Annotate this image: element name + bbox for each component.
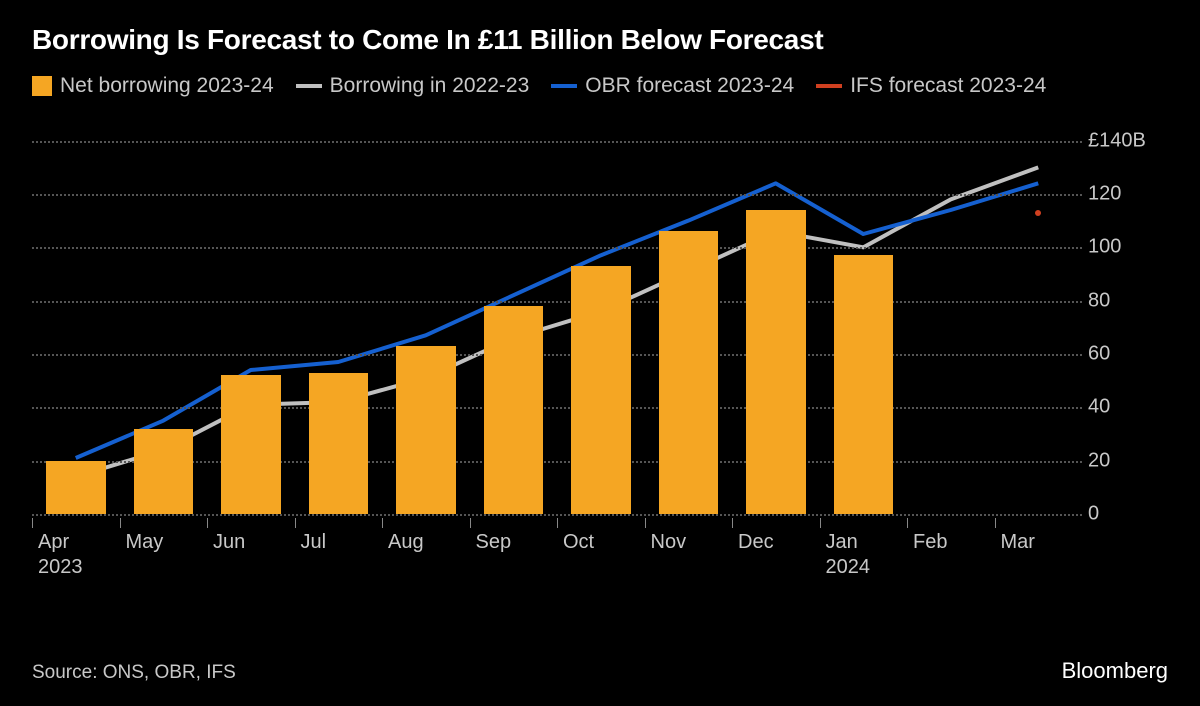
x-tick-mark xyxy=(120,518,121,528)
gridline xyxy=(32,407,1082,409)
gridline xyxy=(32,301,1082,303)
x-tick-label: Jun xyxy=(213,530,245,555)
legend-item: OBR forecast 2023-24 xyxy=(551,74,794,98)
x-tick-label: Dec xyxy=(738,530,774,555)
x-tick-label: Sep xyxy=(476,530,512,555)
x-tick xyxy=(995,518,996,532)
bar xyxy=(396,346,456,514)
x-axis: Apr 2023 May Jun Jul Aug Sep Oct Nov Dec Jan 2024… xyxy=(32,518,1082,578)
x-tick xyxy=(907,518,908,532)
x-tick xyxy=(32,518,33,532)
gridline xyxy=(32,141,1082,143)
legend-label: Borrowing in 2022-23 xyxy=(330,74,530,98)
y-tick-label: 0 xyxy=(1088,503,1099,526)
bar xyxy=(746,210,806,514)
x-tick-mark xyxy=(995,518,996,528)
x-tick xyxy=(820,518,821,532)
y-tick-label: 100 xyxy=(1088,236,1121,259)
y-tick-label: 60 xyxy=(1088,343,1110,366)
plot xyxy=(32,114,1082,514)
legend-swatch-line xyxy=(551,84,577,88)
bar xyxy=(834,255,894,514)
gridline xyxy=(32,354,1082,356)
x-tick-mark xyxy=(557,518,558,528)
x-tick xyxy=(207,518,208,532)
chart-container: Borrowing Is Forecast to Come In £11 Bil… xyxy=(0,0,1200,706)
x-tick xyxy=(470,518,471,532)
bar xyxy=(221,375,281,514)
x-tick xyxy=(732,518,733,532)
legend-item: Net borrowing 2023-24 xyxy=(32,74,274,98)
bar xyxy=(134,429,194,514)
gridline xyxy=(32,514,1082,516)
y-tick-label: 20 xyxy=(1088,449,1110,472)
ifs-point xyxy=(1035,210,1041,216)
x-tick-label: Nov xyxy=(651,530,687,555)
x-tick xyxy=(645,518,646,532)
legend-item: Borrowing in 2022-23 xyxy=(296,74,530,98)
x-tick-mark xyxy=(820,518,821,528)
x-tick-label: Jan 2024 xyxy=(826,530,871,580)
legend-swatch-line xyxy=(816,84,842,88)
y-tick-label: £140B xyxy=(1088,129,1146,152)
x-tick-mark xyxy=(470,518,471,528)
chart-area: 020406080100120£140B Apr 2023MayJunJulAu… xyxy=(32,114,1168,554)
x-tick-label: Aug xyxy=(388,530,424,555)
y-tick-label: 120 xyxy=(1088,183,1121,206)
y-tick-label: 40 xyxy=(1088,396,1110,419)
gridline xyxy=(32,194,1082,196)
legend: Net borrowing 2023-24 Borrowing in 2022-2… xyxy=(32,74,1168,98)
x-tick-label: Feb xyxy=(913,530,947,555)
y-tick-label: 80 xyxy=(1088,289,1110,312)
x-tick-mark xyxy=(382,518,383,528)
legend-label: IFS forecast 2023-24 xyxy=(850,74,1046,98)
y-axis: 020406080100120£140B xyxy=(1082,114,1168,514)
legend-swatch-line xyxy=(296,84,322,88)
source-text: Source: ONS, OBR, IFS xyxy=(32,662,236,684)
bar xyxy=(309,373,369,514)
gridline xyxy=(32,247,1082,249)
x-tick-mark xyxy=(732,518,733,528)
bar xyxy=(659,231,719,514)
legend-label: Net borrowing 2023-24 xyxy=(60,74,274,98)
x-tick xyxy=(382,518,383,532)
legend-item: IFS forecast 2023-24 xyxy=(816,74,1046,98)
chart-title: Borrowing Is Forecast to Come In £11 Bil… xyxy=(32,24,1168,56)
x-tick-mark xyxy=(907,518,908,528)
bar xyxy=(571,266,631,514)
x-tick-mark xyxy=(645,518,646,528)
x-tick-label: Apr 2023 xyxy=(38,530,83,580)
x-tick xyxy=(295,518,296,532)
x-tick-label: Mar xyxy=(1001,530,1035,555)
x-tick-mark xyxy=(295,518,296,528)
x-tick-label: May xyxy=(126,530,164,555)
legend-label: OBR forecast 2023-24 xyxy=(585,74,794,98)
x-tick-label: Oct xyxy=(563,530,594,555)
bar xyxy=(46,461,106,514)
bar xyxy=(484,306,544,514)
x-tick xyxy=(120,518,121,532)
x-tick-mark xyxy=(207,518,208,528)
x-tick xyxy=(557,518,558,532)
legend-swatch-square xyxy=(32,76,52,96)
brand-text: Bloomberg xyxy=(1062,658,1168,684)
x-tick-label: Jul xyxy=(301,530,327,555)
x-tick-mark xyxy=(32,518,33,528)
